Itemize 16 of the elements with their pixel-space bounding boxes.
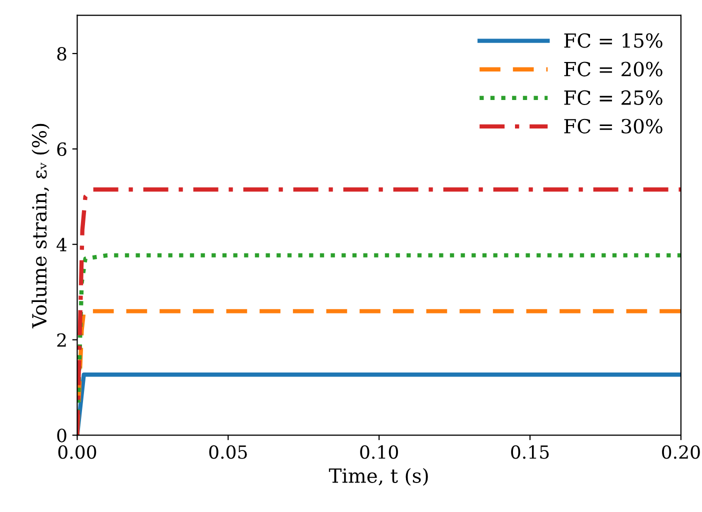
x-tick-label: 0.10 [360,445,398,459]
y-axis-title: Volume strain, εᵥ (%) [32,124,50,328]
x-tick-label: 0.15 [511,445,549,459]
legend-label: FC = 25% [564,90,662,105]
y-tick-label: 8 [57,46,66,61]
legend-label: FC = 15% [564,33,662,48]
y-tick-label: 2 [57,333,66,347]
y-tick-label: 0 [57,428,66,442]
legend-label: FC = 30% [564,118,662,134]
x-tick-label: 0.20 [662,445,700,459]
x-tick-label: 0.05 [209,445,247,459]
x-tick-label: 0.00 [58,445,96,459]
y-tick-label: 4 [56,238,67,252]
legend-label: FC = 20% [564,62,662,76]
x-axis-title: Time, t (s) [328,468,428,486]
y-tick-label: 6 [57,142,66,156]
